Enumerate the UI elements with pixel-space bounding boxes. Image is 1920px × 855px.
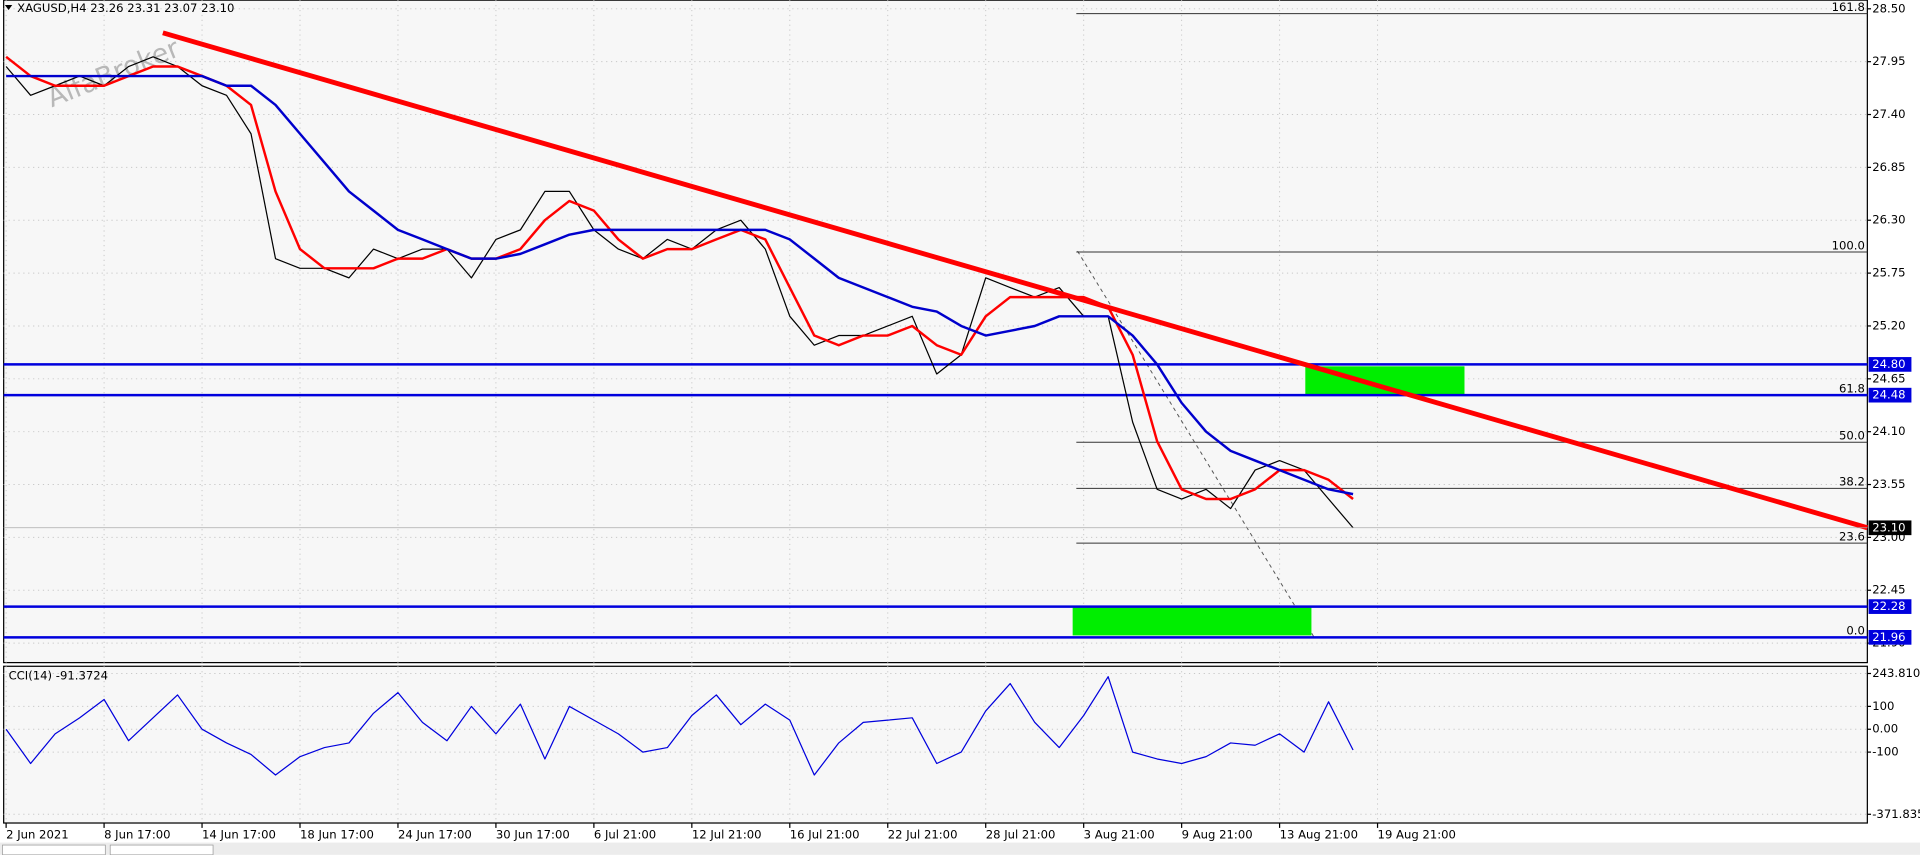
tab[interactable]: [2, 844, 106, 855]
y-tick-label: 26.30: [1872, 213, 1905, 227]
level-label: 21.96: [1872, 630, 1905, 644]
x-tick-label: 3 Aug 21:00: [1084, 828, 1155, 842]
level-tag: [1868, 357, 1912, 372]
y-tick-label: 23.55: [1872, 477, 1905, 491]
x-tick-label: 16 Jul 21:00: [790, 828, 860, 842]
level-tag: [1868, 599, 1912, 614]
x-tick-label: 2 Jun 2021: [6, 828, 69, 842]
series-line: [5, 676, 1354, 776]
x-tick-label: 24 Jun 17:00: [398, 828, 472, 842]
fib-label: 161.8: [1832, 0, 1865, 14]
y-tick-label: 100: [1872, 699, 1894, 713]
x-tick-label: 9 Aug 21:00: [1182, 828, 1253, 842]
level-label: 22.28: [1872, 599, 1905, 613]
series-line: [6, 74, 1354, 496]
y-tick-label: 28.50: [1872, 1, 1905, 15]
y-tick-label: -371.835: [1872, 807, 1920, 821]
fib-label: 61.8: [1839, 382, 1865, 396]
cci-pane: [3, 665, 1868, 824]
x-tick-label: 28 Jul 21:00: [986, 828, 1056, 842]
fib-diagonal: [1077, 250, 1315, 638]
level-tag: [1868, 630, 1912, 645]
x-tick-label: 19 Aug 21:00: [1378, 828, 1456, 842]
y-tick-label: 0.00: [1872, 722, 1898, 736]
y-tick-label: 25.20: [1872, 318, 1905, 332]
x-tick-label: 12 Jul 21:00: [692, 828, 762, 842]
grid: [3, 0, 1868, 824]
menu-arrow[interactable]: [4, 5, 13, 10]
y-tick-label: 27.40: [1872, 107, 1905, 121]
price-pane: [3, 0, 1868, 664]
x-tick-label: 13 Aug 21:00: [1280, 828, 1358, 842]
x-tick-label: 30 Jun 17:00: [496, 828, 570, 842]
x-tick-label: 8 Jun 17:00: [104, 828, 170, 842]
x-tick-label: 22 Jul 21:00: [888, 828, 958, 842]
zone: [1072, 607, 1312, 636]
tab-bar: [0, 842, 1920, 855]
fib-label: 0.0: [1846, 624, 1865, 638]
series-line: [5, 56, 1354, 529]
y-tick-label: 24.65: [1872, 371, 1905, 385]
current-price-label: 23.10: [1872, 520, 1905, 534]
fib-label: 100.0: [1832, 238, 1865, 252]
level-tag: [1868, 387, 1912, 403]
y-tick-label: 22.45: [1872, 583, 1905, 597]
y-tick-label: 27.95: [1872, 54, 1905, 68]
y-tick-label: 24.10: [1872, 424, 1905, 438]
tab[interactable]: [109, 844, 214, 855]
y-tick-label: -100: [1872, 745, 1898, 759]
cci-title: CCI(14) -91.3724: [9, 669, 109, 683]
fib-label: 38.2: [1839, 475, 1865, 489]
level-label: 24.48: [1872, 388, 1905, 402]
x-tick-label: 18 Jun 17:00: [300, 828, 374, 842]
fib-label: 50.0: [1839, 429, 1865, 443]
x-tick-label: 14 Jun 17:00: [202, 828, 276, 842]
price-tag: [1868, 520, 1912, 536]
series-line: [5, 55, 1354, 501]
y-tick-label: 243.810: [1872, 666, 1920, 680]
fib-label: 23.6: [1839, 530, 1865, 544]
x-tick-label: 6 Jul 21:00: [594, 828, 656, 842]
y-tick-label: 25.75: [1872, 266, 1905, 280]
trendline: [162, 30, 1869, 531]
symbol-header: XAGUSD,H4 23.26 23.31 23.07 23.10: [17, 1, 234, 15]
y-tick-label: 26.85: [1872, 160, 1905, 174]
level-label: 24.80: [1872, 357, 1905, 371]
